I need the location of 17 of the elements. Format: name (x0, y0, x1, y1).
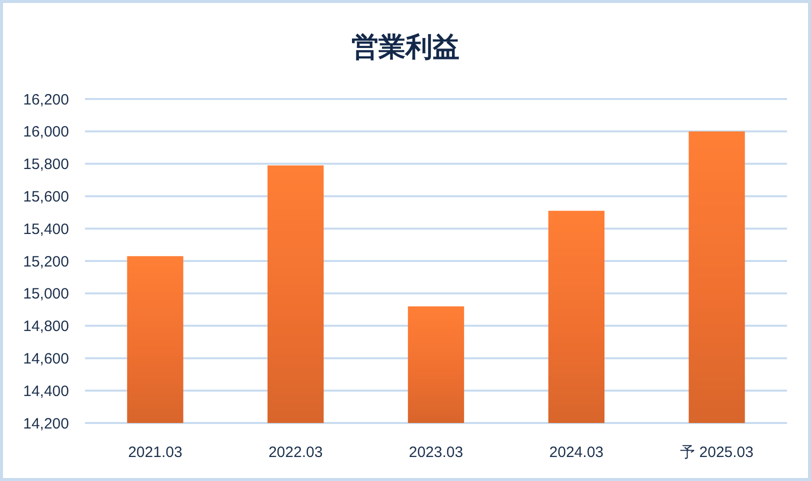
chart-title: 営業利益 (352, 32, 460, 63)
x-tick-label: 2023.03 (408, 444, 464, 461)
y-tick-label: 15,800 (23, 156, 69, 174)
y-tick-label: 15,600 (23, 188, 69, 206)
y-tick-label: 14,800 (23, 318, 69, 336)
x-tick-label: 予 2025.03 (680, 444, 754, 461)
x-tick-label: 2021.03 (128, 444, 182, 461)
y-tick-label: 15,000 (23, 286, 69, 303)
y-tick-label: 14,200 (23, 415, 69, 432)
y-tick-label: 14,600 (23, 350, 69, 368)
x-tick-label: 2024.03 (549, 444, 604, 461)
y-tick-label: 14,400 (23, 382, 69, 400)
y-tick-label: 16,000 (23, 124, 69, 141)
y-tick-label: 16,200 (23, 91, 69, 108)
x-tick-label: 2022.03 (268, 444, 323, 461)
y-tick-label: 15,400 (23, 220, 69, 238)
y-tick-label: 15,200 (23, 253, 69, 270)
